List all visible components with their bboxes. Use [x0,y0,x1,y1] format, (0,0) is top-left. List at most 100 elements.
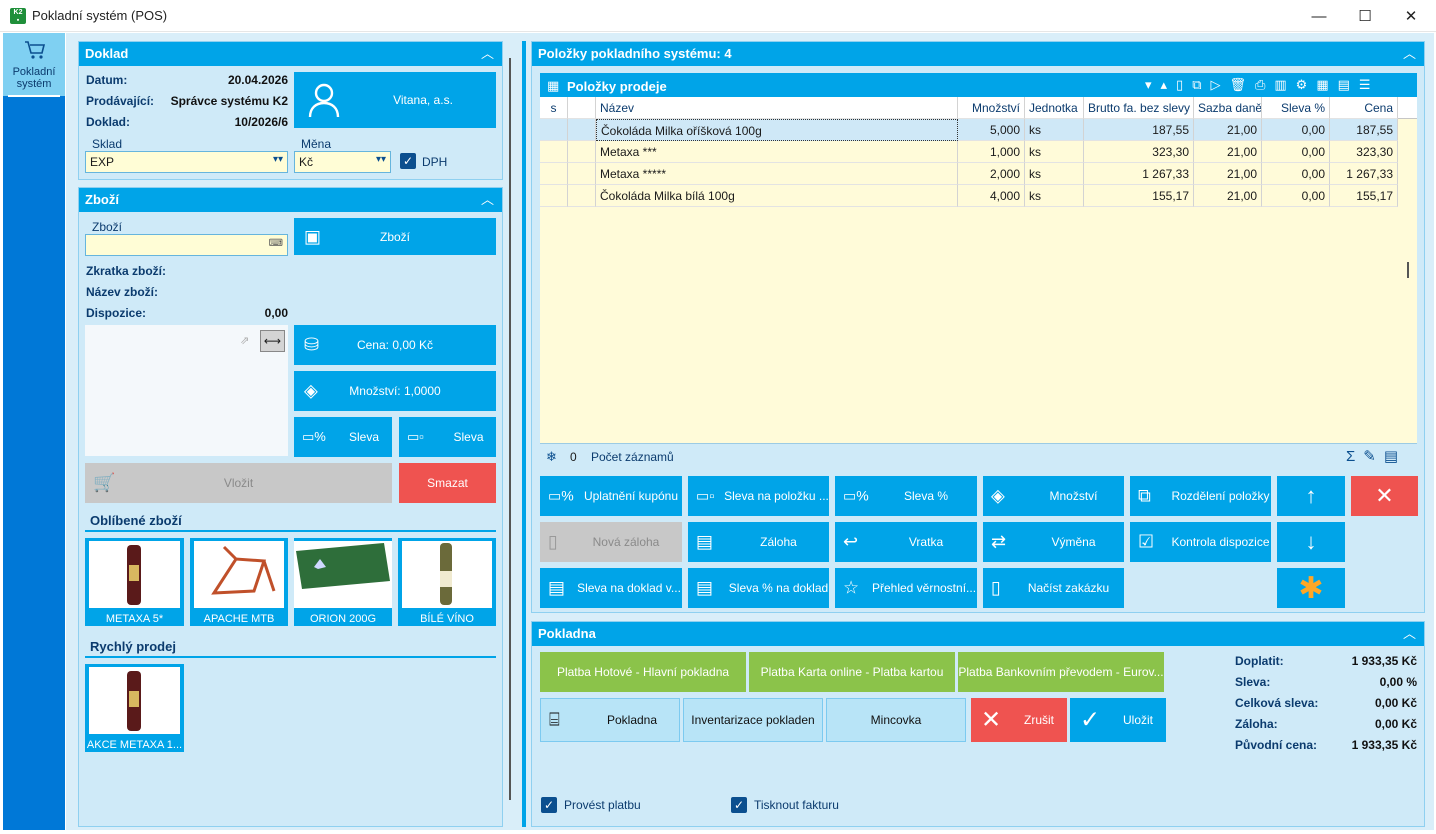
sleva-percent-item-button[interactable]: ▭% Sleva % [835,476,977,516]
favorite-item[interactable]: BÍLÉ VÍNO [398,538,496,626]
mena-select[interactable]: Kč ▾▾ [294,151,391,173]
grid-scrollbar[interactable] [1407,262,1409,278]
vlozit-button[interactable]: 🛒 Vložit [85,463,392,503]
nav-item-pos[interactable] [3,33,65,96]
cell-cena[interactable]: 1 267,33 [1330,163,1398,185]
sleva-na-polozku-button[interactable]: ▭▫ Sleva na položku ... [688,476,829,516]
favorite-item[interactable]: ORION 200G [294,538,392,626]
mnozstvi-item-button[interactable]: ◈ Množství [983,476,1124,516]
dph-checkbox[interactable]: ✓ [400,153,416,169]
nova-zaloha-button[interactable]: ▯ Nová záloha [540,522,682,562]
column-header[interactable]: s [540,97,568,119]
inventarizace-button[interactable]: Inventarizace pokladen [683,698,823,742]
kontrola-dispozice-button[interactable]: ☑ Kontrola dispozice [1130,522,1271,562]
customer-button[interactable]: Vitana, a.s. [294,72,496,128]
favorite-item[interactable]: METAXA 5* [85,538,184,626]
cell-cena[interactable]: 155,17 [1330,185,1398,207]
column-header[interactable]: Sleva % [1262,97,1330,119]
cell-jednotka[interactable]: ks [1025,163,1084,185]
sleva-percent-na-doklad-button[interactable]: ▤ Sleva % na doklad [688,568,829,608]
vymena-button[interactable]: ⇄ Výměna [983,522,1124,562]
cell-mnozstvi[interactable]: 2,000 [958,163,1025,185]
cell-nazev[interactable]: Čokoláda Milka bílá 100g [596,185,958,207]
sleva-amount-button[interactable]: ▭▫ Sleva [399,417,496,457]
cell-cena[interactable]: 187,55 [1330,119,1398,141]
move-down-button[interactable]: ↓ [1277,522,1345,562]
prehled-vernostni-button[interactable]: ☆ Přehled věrnostní... [835,568,977,608]
cell-brutto[interactable]: 1 267,33 [1084,163,1194,185]
cell-brutto[interactable]: 155,17 [1084,185,1194,207]
cell-nazev[interactable]: Metaxa *** [596,141,958,163]
cell-nazev[interactable]: Čokoláda Milka oříšková 100g [596,119,958,141]
uplatneni-kuponu-button[interactable]: ▭% Uplatnění kupónu [540,476,682,516]
cell-brutto[interactable]: 323,30 [1084,141,1194,163]
cell-sleva[interactable]: 0,00 [1262,185,1330,207]
collapse-icon[interactable]: ︿ [1402,46,1416,61]
cell-sleva[interactable]: 0,00 [1262,163,1330,185]
column-header[interactable] [568,97,596,119]
column-header[interactable]: Brutto fa. bez slevy [1084,97,1194,119]
cell-brutto[interactable]: 187,55 [1084,119,1194,141]
table-row[interactable]: Čokoláda Milka oříšková 100g 5,000 ks 18… [540,119,1398,141]
column-header[interactable]: Množství [958,97,1025,119]
sklad-select[interactable]: EXP ▾▾ [85,151,288,173]
close-window-button[interactable]: ✕ [1404,8,1418,25]
favorite-item[interactable]: APACHE MTB [190,538,288,626]
cell-sazba[interactable]: 21,00 [1194,185,1262,207]
collapse-icon[interactable]: ︿ [480,46,494,61]
ulozit-button[interactable]: ✓ Uložit [1070,698,1166,742]
collapse-icon[interactable]: ︿ [480,192,494,207]
vratka-button[interactable]: ↩ Vratka [835,522,977,562]
column-header[interactable]: Sazba daně [1194,97,1262,119]
sleva-na-doklad-button[interactable]: ▤ Sleva na doklad v... [540,568,682,608]
left-scrollbar[interactable] [509,58,511,800]
column-header[interactable]: Název [596,97,958,119]
sleva-percent-button[interactable]: ▭% Sleva [294,417,392,457]
table-row[interactable]: Metaxa *** 1,000 ks 323,30 21,00 0,00 32… [540,141,1398,163]
snowflake-icon[interactable]: ❄ [546,449,557,464]
table-row[interactable]: Čokoláda Milka bílá 100g 4,000 ks 155,17… [540,185,1398,207]
cell-jednotka[interactable]: ks [1025,141,1084,163]
fit-width-icon[interactable]: ⟷ [260,330,285,352]
doklad-header[interactable]: Doklad ︿ [79,42,502,66]
cell-sazba[interactable]: 21,00 [1194,119,1262,141]
cell-mnozstvi[interactable]: 4,000 [958,185,1025,207]
nacist-zakazku-button[interactable]: ▯ Načíst zakázku [983,568,1124,608]
cell-jednotka[interactable]: ks [1025,185,1084,207]
collapse-icon[interactable]: ︿ [1402,626,1416,641]
platba-prevod-button[interactable]: Platba Bankovním převodem - Eurov... [958,652,1164,692]
maximize-button[interactable]: ☐ [1358,8,1372,25]
column-header[interactable]: Jednotka [1025,97,1084,119]
smazat-button[interactable]: Smazat [399,463,496,503]
polozky-header[interactable]: Položky pokladního systému: 4 ︿ [532,42,1424,66]
table-row[interactable]: Metaxa ***** 2,000 ks 1 267,33 21,00 0,0… [540,163,1398,185]
zrusit-button[interactable]: ✕ Zrušit [971,698,1067,742]
grid-toolbar-icons[interactable]: ▾▴▯⧉▷🗑⎙▥⚙▦▤☰ [1145,77,1380,92]
keyboard-icon[interactable]: ⌨ [268,238,283,249]
zbozi-header[interactable]: Zboží ︿ [79,188,502,212]
pokladna-header[interactable]: Pokladna ︿ [532,622,1424,646]
cell-sleva[interactable]: 0,00 [1262,141,1330,163]
delete-item-button[interactable]: ✕ [1351,476,1418,516]
quick-sale-item[interactable]: AKCE METAXA 1... [85,664,184,752]
move-up-button[interactable]: ↑ [1277,476,1345,516]
pokladna-button[interactable]: ⌸ Pokladna [540,698,680,742]
cell-sazba[interactable]: 21,00 [1194,141,1262,163]
tisknout-fakturu-checkbox[interactable]: ✓ [731,797,747,813]
mincovka-button[interactable]: Mincovka [826,698,966,742]
cell-nazev[interactable]: Metaxa ***** [596,163,958,185]
minimize-button[interactable]: — [1311,7,1327,25]
zbozi-input[interactable]: ⌨ [85,234,288,256]
cell-mnozstvi[interactable]: 1,000 [958,141,1025,163]
cell-cena[interactable]: 323,30 [1330,141,1398,163]
provest-platbu-checkbox[interactable]: ✓ [541,797,557,813]
splitter[interactable] [522,41,526,827]
cell-jednotka[interactable]: ks [1025,119,1084,141]
cell-sazba[interactable]: 21,00 [1194,163,1262,185]
footer-tools-icons[interactable]: Σ✎▤ [1346,448,1407,465]
zbozi-button[interactable]: ▣ Zboží [294,218,496,255]
cell-sleva[interactable]: 0,00 [1262,119,1330,141]
mnozstvi-button[interactable]: ◈ Množství: 1,0000 [294,371,496,411]
column-header[interactable]: Cena [1330,97,1398,119]
cena-button[interactable]: ⛁ Cena: 0,00 Kč [294,325,496,365]
